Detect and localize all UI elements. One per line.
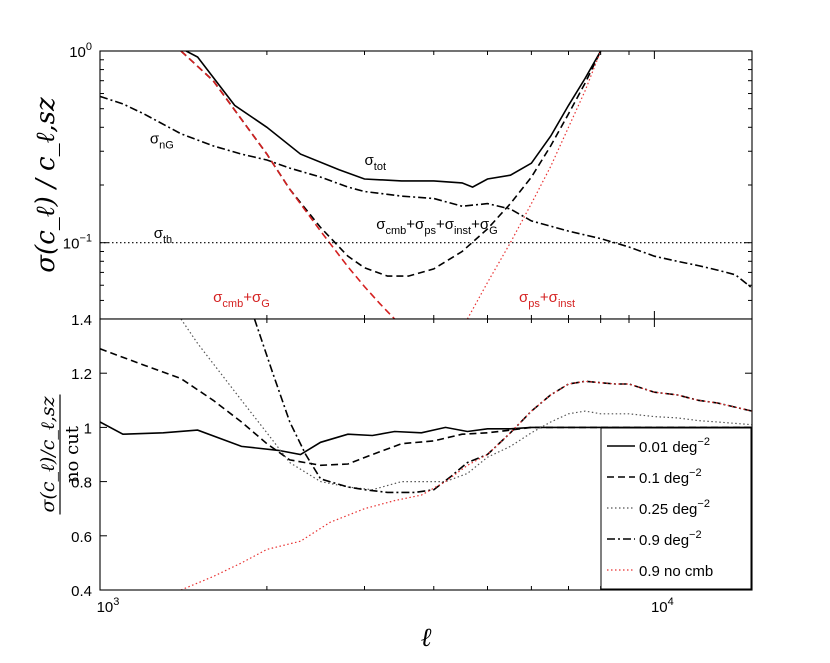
- top-y-tick-label: 10−1: [63, 233, 92, 253]
- legend-label-0: 0.01 deg−2: [639, 436, 710, 456]
- annotation-4: σcmb+σG: [213, 289, 270, 310]
- legend-label-1: 0.1 deg−2: [639, 467, 702, 487]
- x-axis-label: ℓ: [421, 623, 432, 653]
- top-y-axis-label: σ(c_ℓ) / c_ℓ,sz: [31, 97, 61, 273]
- axis-labels: ℓ σ(c_ℓ) / c_ℓ,sz σ(c_ℓ)/c_ℓ,sz no cut: [31, 97, 432, 653]
- top-series-sigma-tot: [185, 51, 602, 188]
- x-tick-label: 103: [97, 596, 120, 616]
- top-y-tick-label: 100: [69, 41, 92, 61]
- top-series-sigma-ng: [100, 95, 752, 289]
- annotation-3: σcmb+σps+σinst+σG: [376, 216, 497, 237]
- bottom-series-0-9-no-cmb: [180, 380, 752, 590]
- legend-label-2: 0.25 deg−2: [639, 498, 710, 518]
- bottom-series-0-1-deg: [100, 348, 752, 467]
- annotation-2: σth: [154, 225, 172, 246]
- annotation-5: σps+σinst: [519, 289, 575, 310]
- bottom-y-axis-label: σ(c_ℓ)/c_ℓ,sz no cut: [37, 394, 83, 515]
- bottom-y-tick-label: 1.4: [71, 312, 92, 329]
- top-panel: 100 10−1 σnG σtot σth σcmb+σps+σinst+σG σcmb+σ…: [63, 41, 753, 320]
- bottom-axes-frame: [99, 318, 753, 591]
- bottom-y-label-numerator: σ(c_ℓ)/c_ℓ,sz: [37, 395, 59, 512]
- legend-label-4: 0.9 no cmb: [639, 563, 713, 580]
- x-tick-label: 104: [651, 596, 674, 616]
- bottom-y-label-denominator: no cut: [62, 425, 83, 483]
- bottom-y-tick-label: 0.8: [71, 475, 92, 492]
- legend-label-3: 0.9 deg−2: [639, 529, 702, 549]
- legend: 0.01 deg−2 0.1 deg−2 0.25 deg−2 0.9 deg−2 0.…: [600, 427, 752, 590]
- top-plot-area: [100, 51, 752, 319]
- annotation-0: σnG: [150, 130, 174, 151]
- legend-box: [600, 427, 752, 590]
- bottom-y-tick-label: 0.6: [71, 529, 92, 546]
- top-series-sigma-ps-inst: [466, 51, 602, 319]
- bottom-series-0-25-deg: [180, 319, 752, 491]
- bottom-y-tick-label: 0.4: [71, 583, 92, 600]
- annotation-1: σtot: [365, 152, 387, 173]
- bottom-y-tick-label: 1: [84, 420, 92, 437]
- bottom-y-tick-label: 1.2: [71, 366, 92, 383]
- top-series-sigma-cmb-g: [180, 51, 396, 319]
